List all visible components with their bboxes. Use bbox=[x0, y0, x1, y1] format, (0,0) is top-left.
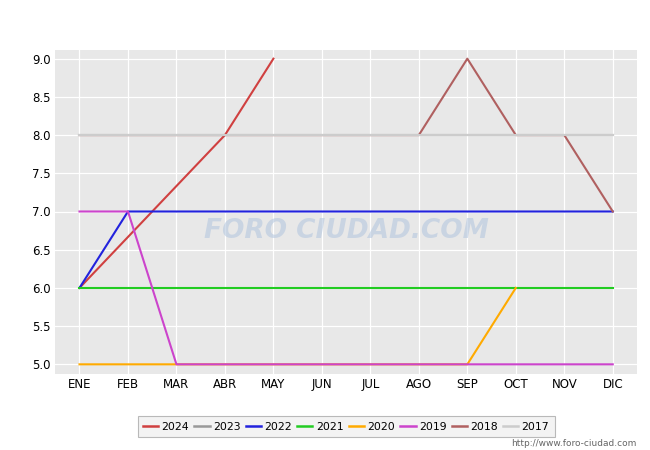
Text: FORO CIUDAD.COM: FORO CIUDAD.COM bbox=[203, 218, 489, 244]
Text: http://www.foro-ciudad.com: http://www.foro-ciudad.com bbox=[512, 439, 637, 448]
Legend: 2024, 2023, 2022, 2021, 2020, 2019, 2018, 2017: 2024, 2023, 2022, 2021, 2020, 2019, 2018… bbox=[138, 416, 554, 437]
Text: Afiliados en San Millán de Yécora a 31/5/2024: Afiliados en San Millán de Yécora a 31/5… bbox=[142, 15, 508, 30]
